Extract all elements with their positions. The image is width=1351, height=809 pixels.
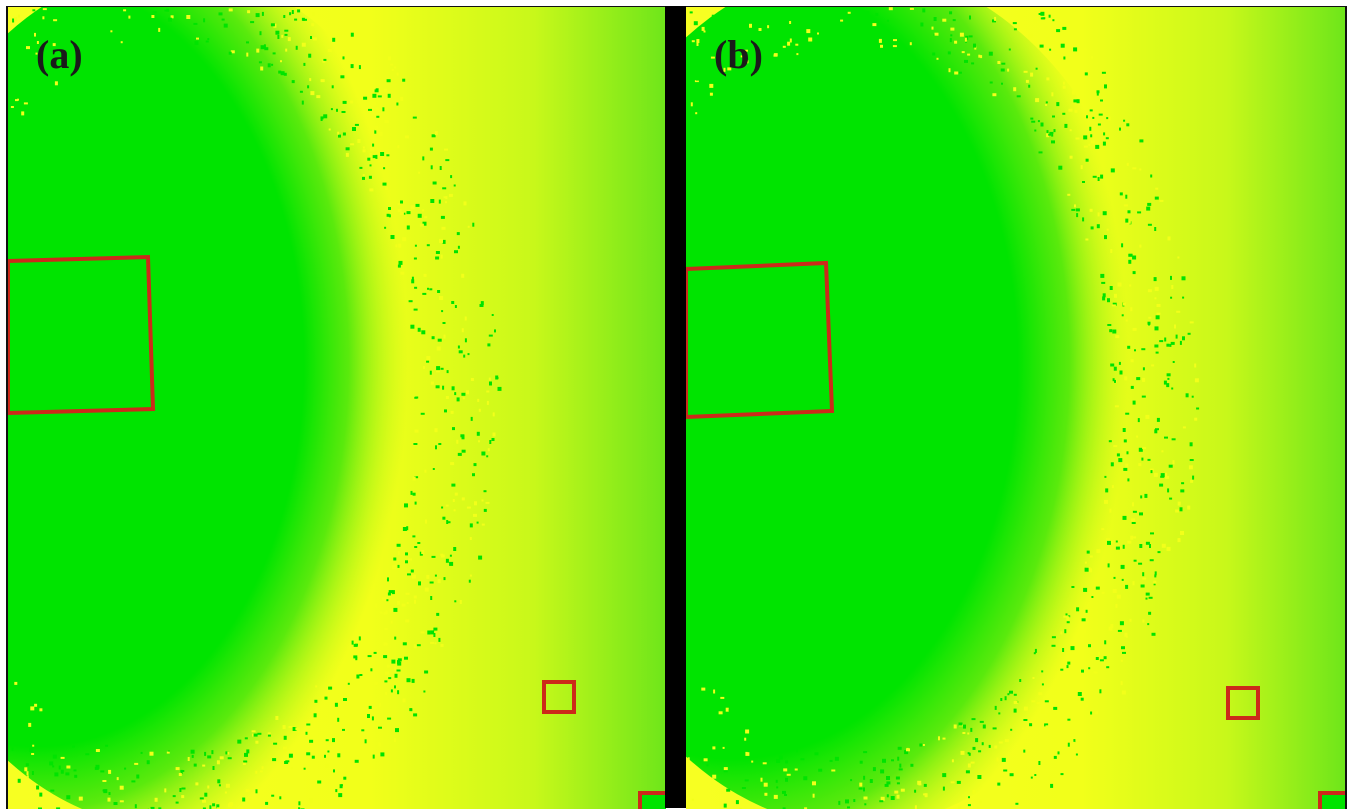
roi-corner-box <box>1320 793 1345 809</box>
heatmap-a <box>8 7 666 809</box>
roi-corner-box <box>640 793 666 809</box>
roi-large-box <box>8 257 153 413</box>
roi-large-box <box>686 263 832 417</box>
panel-label-b: (b) <box>714 35 763 75</box>
panel-a: (a) <box>6 6 666 809</box>
panel-label-a: (a) <box>36 35 83 75</box>
panel-b: (b) <box>686 6 1347 809</box>
heatmap-b <box>686 7 1345 809</box>
panel-divider <box>665 6 686 808</box>
